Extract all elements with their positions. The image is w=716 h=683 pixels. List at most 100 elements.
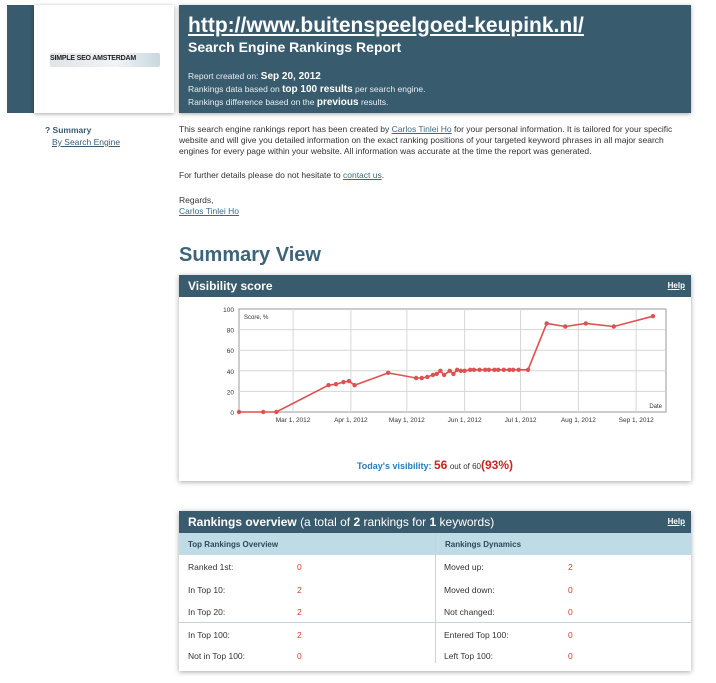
chart-data-point <box>346 378 352 384</box>
rankings-dynamics-header-label: Rankings Dynamics <box>445 540 522 549</box>
chart-data-point <box>650 314 656 319</box>
intro-text-pre: This search engine rankings report has b… <box>179 124 390 134</box>
rankings-title-line: Rankings overview (a total of 2 rankings… <box>188 515 494 529</box>
difference-basis-bold: previous <box>316 97 359 108</box>
intro-text-post: for your personal information. It is tai… <box>179 124 673 156</box>
chart-xtick-label: May 1, 2012 <box>389 417 425 424</box>
report-header: http://www.buitenspeelgoed-keupink.nl/ S… <box>179 5 691 113</box>
chart-data-point <box>326 383 331 388</box>
created-label: Report created on: <box>188 71 259 81</box>
moved-down-value: 0 <box>568 585 573 595</box>
data-basis-bold: top 100 results <box>282 84 353 95</box>
side-nav: ? Summary By Search Engine <box>45 125 120 147</box>
chart-data-point <box>495 367 501 372</box>
chart-data-point <box>451 371 456 377</box>
chart-data-point <box>583 321 589 326</box>
logo-text: SIMPLE SEO AMSTERDAM <box>50 55 136 62</box>
chart-xtick-label: Jul 1, 2012 <box>505 417 537 424</box>
visibility-panel-header: Visibility score Help <box>179 275 691 297</box>
chart-xtick-label: Apr 1, 2012 <box>334 417 368 424</box>
in-top-10-label: In Top 10: <box>188 585 226 595</box>
chart-data-point <box>544 321 549 326</box>
entered-top-100-label: Entered Top 100: <box>444 630 509 640</box>
ranked-1st-value: 0 <box>297 562 302 572</box>
chart-ytick-label: 80 <box>227 328 235 335</box>
moved-up-value: 2 <box>568 562 573 572</box>
difference-basis-post: results. <box>360 97 389 107</box>
rankings-total: 2 <box>353 515 361 529</box>
chart-data-point <box>611 324 616 329</box>
chart-data-point <box>333 381 339 387</box>
chart-data-point <box>486 367 492 372</box>
chart-xlabel: Date <box>649 404 662 410</box>
nav-summary[interactable]: ? Summary <box>45 125 92 135</box>
not-in-top-100-value: 0 <box>297 651 302 661</box>
todays-visibility: Today's visibility: 56 out of 60(93%) <box>179 458 691 472</box>
report-title: Search Engine Rankings Report <box>188 39 402 55</box>
chart-data-point <box>468 367 473 372</box>
chart-data-point <box>482 367 488 372</box>
difference-basis-pre: Rankings difference based on the <box>188 97 315 107</box>
chart-xtick-label: Jun 1, 2012 <box>448 417 482 424</box>
summary-view-title: Summary View <box>179 244 321 266</box>
chart-ylabel: Score, % <box>244 315 269 321</box>
data-basis-pre: Rankings data based on <box>188 84 280 94</box>
chart-data-point <box>352 383 357 388</box>
chart-data-point <box>447 368 452 373</box>
contact-us-link[interactable]: contact us <box>342 170 382 180</box>
top-rankings-header-label: Top Rankings Overview <box>188 540 279 549</box>
moved-down-label: Moved down: <box>444 585 495 595</box>
contact-paragraph: For further details please do not hesita… <box>179 170 695 181</box>
not-in-top-100-label: Not in Top 100: <box>188 651 246 661</box>
author-link[interactable]: Carlos Tinlei Ho <box>391 124 452 134</box>
chart-data-point <box>492 367 497 372</box>
difference-basis-line: Rankings difference based on the previou… <box>188 97 388 108</box>
rankings-title-post: keywords) <box>439 515 495 529</box>
today-visibility-percent: (93%) <box>481 458 514 472</box>
rankings-title-pre: (a total of <box>300 515 351 529</box>
not-changed-value: 0 <box>568 607 573 617</box>
chart-data-point <box>462 368 467 373</box>
chart-xtick-label: Mar 1, 2012 <box>276 417 311 424</box>
rankings-title-mid: rankings for <box>363 515 427 529</box>
visibility-chart: 0 20 40 60 80 100 Mar 1, 2012 Apr 1, 2012 May 1,… <box>223 307 667 424</box>
rankings-panel: Rankings overview (a total of 2 rankings… <box>179 511 691 671</box>
not-changed-label: Not changed: <box>444 607 495 617</box>
rankings-keywords-count: 1 <box>429 515 437 529</box>
left-top-100-value: 0 <box>568 651 573 661</box>
chart-data-point <box>341 379 346 385</box>
nav-by-search-engine[interactable]: By Search Engine <box>52 137 121 147</box>
chart-data-point <box>236 409 242 415</box>
chart-ytick-label: 40 <box>227 369 235 376</box>
chart-xtick-label: Aug 1, 2012 <box>561 417 596 424</box>
signature-block: Carlos Tinlei Ho <box>179 206 695 217</box>
today-visibility-out-of: out of 60 <box>449 462 481 471</box>
data-basis-line: Rankings data based on top 100 results p… <box>188 84 425 95</box>
in-top-20-label: In Top 20: <box>188 607 226 617</box>
chart-data-point <box>434 371 439 377</box>
chart-data-point <box>261 409 266 415</box>
chart-xtick-label: Sep 1, 2012 <box>619 417 654 424</box>
company-logo[interactable]: SIMPLE SEO AMSTERDAM <box>50 52 160 72</box>
chart-data-point <box>510 367 516 372</box>
created-date: Sep 20, 2012 <box>260 71 321 82</box>
signature-link[interactable]: Carlos Tinlei Ho <box>179 206 239 216</box>
chart-data-point <box>419 375 424 381</box>
chart-data-point <box>454 367 460 372</box>
logo-graphic <box>50 53 160 67</box>
chart-data-point <box>413 375 419 381</box>
left-top-100-label: Left Top 100: <box>444 651 493 661</box>
chart-ytick-label: 60 <box>227 348 235 355</box>
chart-data-point <box>525 367 531 372</box>
chart-data-point <box>438 368 443 373</box>
site-url-link[interactable]: http://www.buitenspeelgoed-keupink.nl/ <box>188 14 584 37</box>
intro-paragraph: This search engine rankings report has b… <box>179 124 695 157</box>
visibility-title: Visibility score <box>188 279 273 293</box>
contact-text-pre: For further details please do not hesita… <box>179 170 341 180</box>
chart-data-point <box>563 324 568 329</box>
in-top-10-value: 2 <box>297 585 302 595</box>
visibility-help-link[interactable]: Help <box>667 281 685 290</box>
rankings-help-link[interactable]: Help <box>667 517 685 526</box>
top-rankings-header: Top Rankings Overview <box>179 533 435 555</box>
rankings-panel-header: Rankings overview (a total of 2 rankings… <box>179 511 691 533</box>
